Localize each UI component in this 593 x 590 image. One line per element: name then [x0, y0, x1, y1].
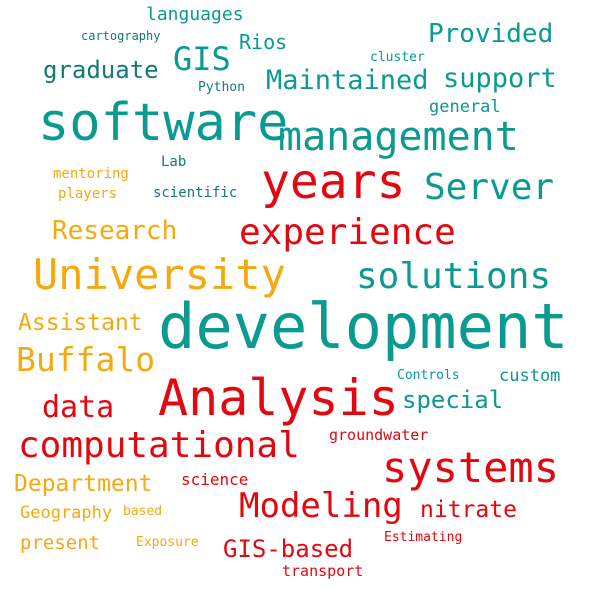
word-languages: languages — [146, 4, 244, 25]
word-university: University — [33, 250, 286, 299]
word-cartography: cartography — [81, 29, 161, 43]
word-graduate: graduate — [43, 56, 159, 84]
word-analysis: Analysis — [158, 369, 399, 427]
word-solutions: solutions — [356, 256, 552, 297]
word-custom: custom — [499, 366, 561, 386]
word-computational: computational — [18, 425, 300, 466]
word-gis-based: GIS-based — [223, 535, 354, 563]
word-support: support — [443, 63, 557, 94]
word-assistant: Assistant — [18, 310, 143, 336]
word-department: Department — [14, 471, 153, 497]
word-maintained: Maintained — [266, 65, 429, 96]
word-gis: GIS — [173, 40, 231, 78]
word-experience: experience — [239, 212, 456, 253]
word-management: management — [278, 114, 519, 160]
word-server: Server — [424, 167, 555, 208]
word-controls: Controls — [397, 368, 460, 383]
word-nitrate: nitrate — [420, 497, 517, 523]
word-estimating: Estimating — [384, 530, 463, 545]
word-systems: systems — [382, 443, 560, 492]
word-buffalo: Buffalo — [16, 340, 156, 379]
word-present: present — [20, 532, 101, 554]
word-special: special — [402, 386, 504, 414]
word-players: players — [58, 186, 118, 202]
word-lab: Lab — [161, 154, 187, 170]
word-provided: Provided — [428, 19, 554, 49]
word-groundwater: groundwater — [329, 426, 429, 444]
word-development: development — [158, 290, 569, 363]
word-python: Python — [198, 80, 245, 95]
word-research: Research — [52, 216, 178, 246]
word-mentoring: mentoring — [53, 166, 129, 182]
word-software: software — [38, 93, 289, 153]
word-years: years — [261, 154, 406, 210]
word-modeling: Modeling — [239, 486, 403, 526]
word-general: general — [429, 97, 501, 117]
word-cluster: cluster — [370, 50, 425, 65]
word-scientific: scientific — [153, 185, 238, 201]
word-exposure: Exposure — [136, 535, 199, 550]
word-data: data — [42, 390, 115, 425]
word-geography: Geography — [20, 503, 113, 523]
word-based: based — [123, 504, 163, 519]
word-transport: transport — [282, 562, 364, 580]
word-science: science — [181, 470, 249, 489]
word-rios: Rios — [239, 30, 288, 54]
